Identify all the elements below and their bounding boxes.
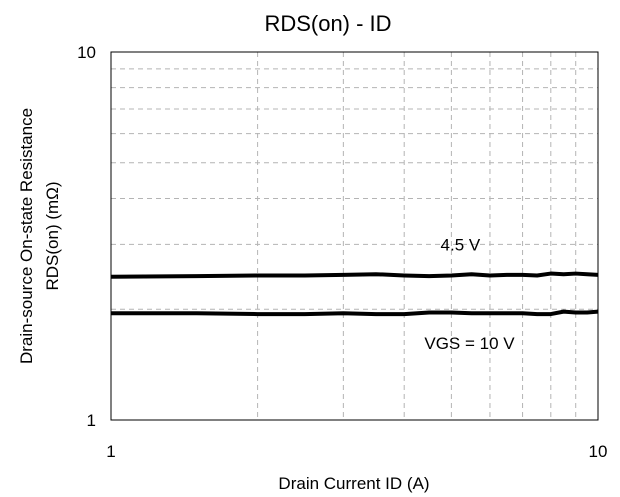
- series-layer: [110, 271, 599, 317]
- x-axis-label: Drain Current ID (A): [278, 474, 429, 493]
- y-tick-label: 10: [77, 43, 96, 62]
- y-tick-label: 1: [87, 411, 96, 430]
- series-line-2: [111, 309, 599, 317]
- tick-layer: 1 10 1 10: [77, 43, 607, 461]
- grid-minor-y: [111, 68, 598, 310]
- annotation-vgs-10v: VGS = 10 V: [424, 334, 515, 353]
- x-tick-label: 10: [589, 442, 608, 461]
- x-tick-label: 1: [106, 442, 115, 461]
- chart-title: RDS(on) - ID: [264, 11, 391, 36]
- annotation-4-5v: 4.5 V: [441, 235, 481, 254]
- plot-area: [110, 51, 599, 421]
- grid-minor-x: [257, 52, 577, 420]
- y-axis-label-line-2: RDS(on) (mΩ): [43, 181, 62, 290]
- y-axis-label-line-1: Drain-source On-state Resistance: [17, 108, 36, 364]
- series-line-1: [110, 271, 599, 279]
